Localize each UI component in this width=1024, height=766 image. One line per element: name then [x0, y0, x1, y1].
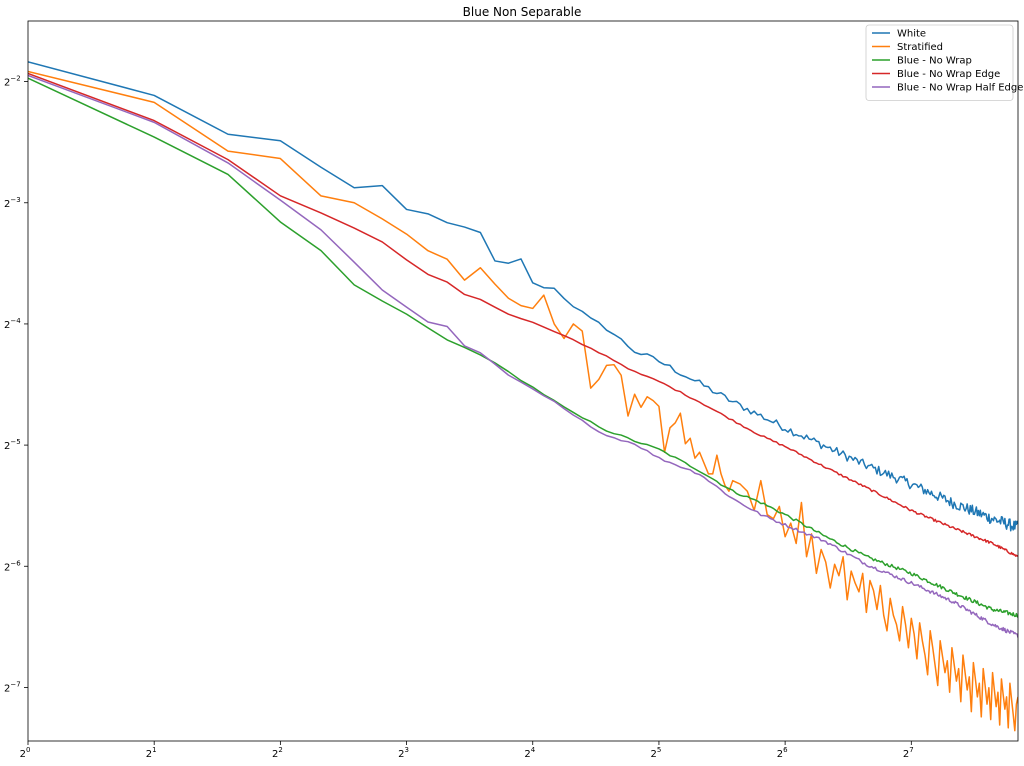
chart-title: Blue Non Separable: [463, 5, 582, 19]
y-tick-label-0: 2−2: [4, 75, 21, 89]
legend-box: [865, 24, 1014, 101]
y-axis: 2−2 2−3 2−4 2−5 2−6 2−7: [4, 75, 28, 694]
x-tick-label-0: 20: [20, 746, 31, 760]
series-line-4: [28, 74, 1018, 638]
legend-label-1: Stratified: [897, 42, 943, 53]
y-tick-label-5: 2−7: [4, 680, 21, 694]
legend-label-0: White: [897, 29, 926, 40]
series-line-0: [28, 61, 1018, 532]
y-tick-label-4: 2−6: [4, 559, 21, 573]
y-tick-label-1: 2−3: [4, 196, 21, 210]
x-tick-label-2: 22: [272, 746, 283, 760]
x-tick-label-7: 27: [903, 746, 914, 760]
legend-label-3: Blue - No Wrap Edge: [897, 69, 1000, 80]
x-tick-label-3: 23: [398, 746, 409, 760]
series-line-2: [28, 77, 1018, 618]
legend-label-2: Blue - No Wrap: [897, 56, 972, 67]
series-line-3: [28, 72, 1018, 557]
x-tick-label-1: 21: [146, 746, 157, 760]
plot-area-frame: [27, 20, 1019, 742]
series-layer: [28, 61, 1018, 732]
y-tick-label-2: 2−4: [4, 317, 21, 331]
y-tick-label-3: 2−5: [4, 438, 21, 452]
legend: White Stratified Blue - No Wrap Blue - No W…: [865, 24, 1023, 101]
x-axis: 20 21 22 23 24 25 26 27: [20, 741, 914, 760]
x-tick-label-4: 24: [524, 746, 535, 760]
x-tick-label-6: 26: [777, 746, 788, 760]
x-tick-label-5: 25: [651, 746, 662, 760]
series-line-1: [28, 70, 1018, 732]
legend-label-4: Blue - No Wrap Half Edge: [897, 83, 1023, 94]
